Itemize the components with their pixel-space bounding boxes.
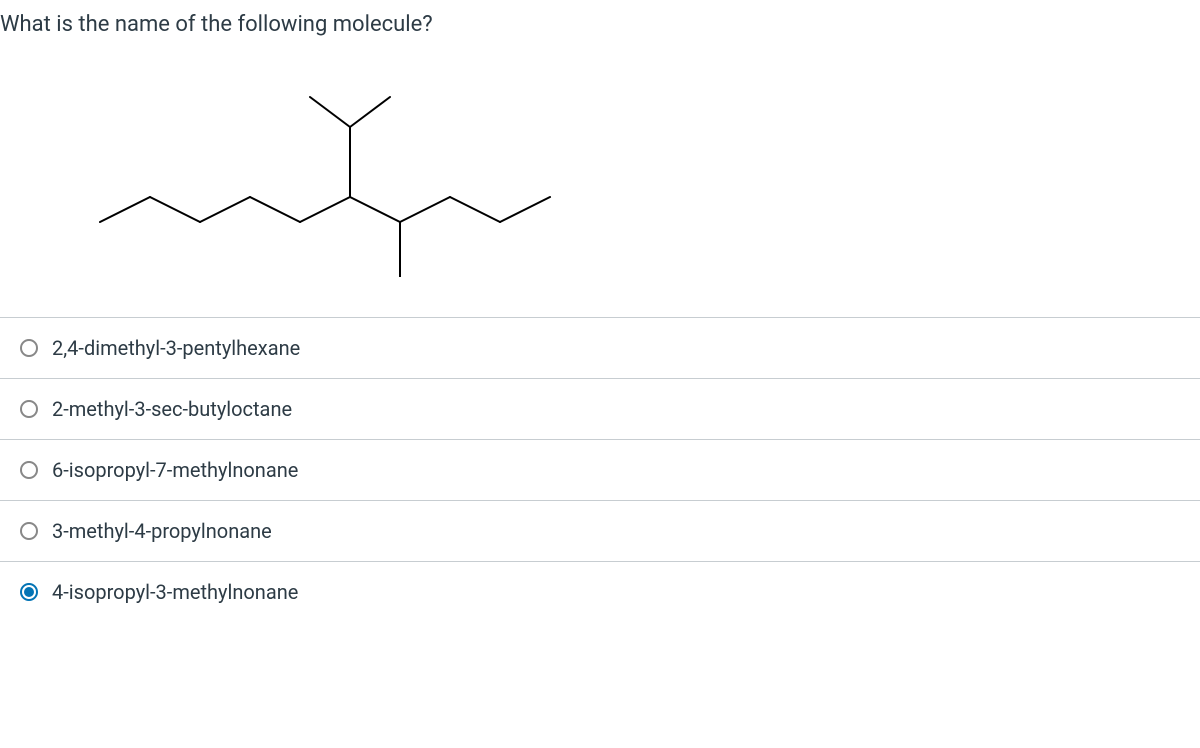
radio-icon — [20, 522, 38, 540]
option-label: 6-isopropyl-7-methylnonane — [52, 458, 298, 482]
answer-options: 2,4-dimethyl-3-pentylhexane 2-methyl-3-s… — [0, 317, 1200, 622]
radio-icon — [20, 400, 38, 418]
option-a[interactable]: 2,4-dimethyl-3-pentylhexane — [0, 318, 1200, 379]
option-label: 3-methyl-4-propylnonane — [52, 519, 272, 543]
radio-icon — [20, 339, 38, 357]
question-prompt: What is the name of the following molecu… — [0, 0, 1200, 37]
option-c[interactable]: 6-isopropyl-7-methylnonane — [0, 440, 1200, 501]
radio-icon — [20, 461, 38, 479]
molecule-svg — [80, 57, 600, 277]
option-e[interactable]: 4-isopropyl-3-methylnonane — [0, 562, 1200, 622]
molecule-diagram — [0, 37, 1200, 317]
option-label: 4-isopropyl-3-methylnonane — [52, 580, 298, 604]
option-label: 2-methyl-3-sec-butyloctane — [52, 397, 292, 421]
option-label: 2,4-dimethyl-3-pentylhexane — [52, 336, 300, 360]
radio-icon — [20, 583, 38, 601]
option-b[interactable]: 2-methyl-3-sec-butyloctane — [0, 379, 1200, 440]
option-d[interactable]: 3-methyl-4-propylnonane — [0, 501, 1200, 562]
